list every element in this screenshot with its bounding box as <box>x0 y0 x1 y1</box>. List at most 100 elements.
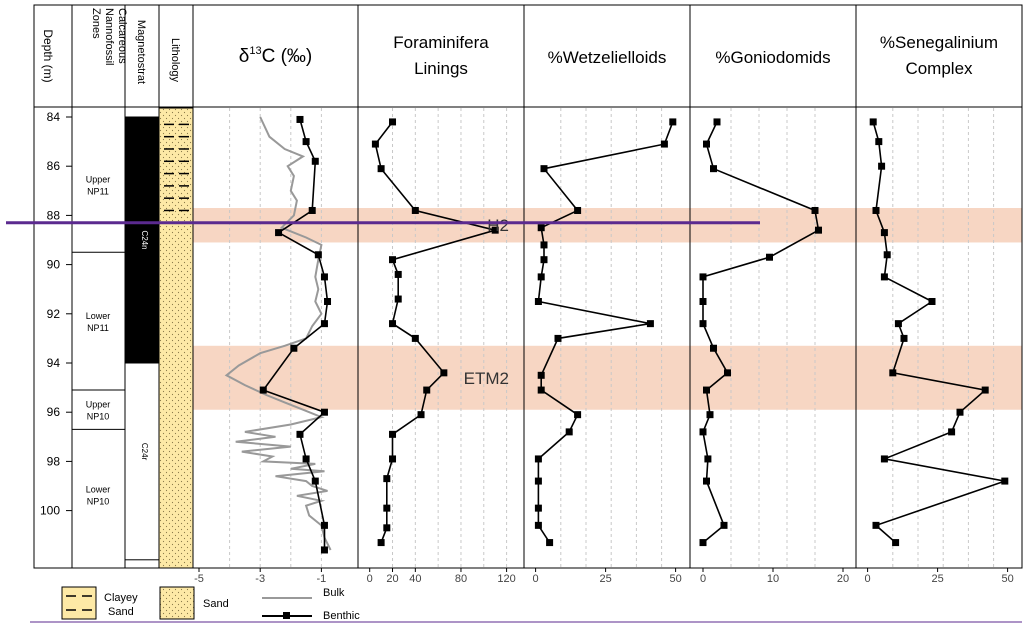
legend: Clayey Sand Sand Bulk Benthic <box>30 586 1022 623</box>
x-tick-label: 40 <box>409 573 421 585</box>
legend-clayey-sand-swatch <box>61 586 97 620</box>
data-point <box>540 165 548 173</box>
data-point <box>956 408 964 416</box>
data-point <box>537 371 545 379</box>
data-point <box>389 256 397 264</box>
panel-title-line: Foraminifera <box>393 33 489 52</box>
data-point <box>371 140 379 148</box>
depth-axis: 84 86 88 90 92 94 96 98 100 <box>40 110 72 518</box>
x-tick-label: 10 <box>767 573 779 585</box>
lithology-sand <box>158 107 194 569</box>
data-point <box>565 428 573 436</box>
x-tick-label: 50 <box>669 573 681 585</box>
series-benthic-line <box>262 119 329 550</box>
data-point <box>296 115 304 123</box>
data-point <box>699 298 707 305</box>
x-tick-label: 0 <box>865 573 871 585</box>
data-point <box>302 455 310 463</box>
zone-label-line1: Upper <box>86 400 111 410</box>
event-bands <box>193 208 1022 410</box>
depth-tick-label: 94 <box>47 356 61 370</box>
depth-tick-label: 88 <box>47 208 61 222</box>
magnetochron-label: C24n <box>140 230 149 249</box>
event-label-h2: H2 <box>487 216 509 235</box>
x-tick-label: 0 <box>533 573 539 585</box>
panel-title: δ13C (‰) <box>239 45 312 67</box>
magnetostrat-column: C24n C24r <box>124 116 160 561</box>
data-point <box>411 206 419 214</box>
data-point <box>699 428 707 436</box>
data-point <box>389 118 397 126</box>
data-point <box>554 334 562 342</box>
data-point <box>314 251 322 259</box>
data-point <box>880 229 888 237</box>
data-point <box>710 344 717 352</box>
panel-title-delta: δ <box>239 46 250 67</box>
data-point <box>869 118 877 126</box>
data-point <box>546 539 554 547</box>
data-point <box>889 369 897 377</box>
panel-title-line: Linings <box>414 59 468 78</box>
zone-label-line2: NP11 <box>87 323 109 333</box>
data-point <box>704 455 712 463</box>
series-benthic-line <box>702 121 820 544</box>
series-benthic-line <box>872 121 1008 544</box>
data-point <box>296 430 304 438</box>
series-bulk-line <box>224 116 332 551</box>
outer-frame <box>33 4 1023 569</box>
data-point <box>302 138 310 146</box>
x-tick-label: 120 <box>497 573 515 585</box>
legend-sand-swatch <box>159 586 195 620</box>
zone-label-line2: NP10 <box>87 412 110 422</box>
data-point <box>377 165 385 173</box>
panel-0: δ13C (‰) -5 -3 -1 <box>194 45 332 585</box>
zone-label-line2: NP10 <box>87 497 110 507</box>
legend-bulk-label: Bulk <box>323 587 345 599</box>
data-point <box>646 320 654 328</box>
zones-column-header-line3: Zones <box>90 8 102 39</box>
data-point <box>720 521 728 529</box>
data-point <box>878 162 886 170</box>
data-point <box>320 546 328 554</box>
zones-column-header-line2: Nannofossil <box>103 8 115 65</box>
depth-column-header: Depth (m) <box>41 29 55 82</box>
data-point <box>815 226 822 234</box>
x-tick-label: -5 <box>194 573 204 585</box>
event-label-etm2: ETM2 <box>464 369 509 388</box>
panel-title-line: Complex <box>905 59 973 78</box>
data-point <box>811 206 819 214</box>
x-tick-label: -3 <box>255 573 265 585</box>
data-point <box>574 411 582 419</box>
data-point <box>948 428 956 436</box>
panel-4: %Senegalinium Complex 0 25 50 <box>865 33 1014 585</box>
magnetochron-c24r <box>124 362 160 561</box>
x-tick-label: -1 <box>317 573 327 585</box>
lithology-column <box>158 107 194 569</box>
data-point <box>703 477 710 485</box>
data-point <box>880 455 888 463</box>
data-point <box>894 320 902 328</box>
zone-label-line1: Lower <box>86 311 111 321</box>
data-point <box>389 455 397 463</box>
depth-tick-label: 86 <box>47 159 61 173</box>
data-point <box>710 165 717 173</box>
data-point <box>324 298 332 305</box>
data-point <box>880 273 888 281</box>
data-point <box>389 430 397 438</box>
data-point <box>537 273 545 281</box>
legend-benthic-marker <box>283 612 290 619</box>
data-point <box>724 369 731 377</box>
legend-clayey-sand-label-2: Sand <box>108 606 134 618</box>
data-point <box>699 539 707 547</box>
zone-label-line1: Upper <box>86 175 111 185</box>
data-point <box>669 118 677 126</box>
x-tick-label: 0 <box>367 573 373 585</box>
series-benthic-line <box>374 121 499 543</box>
depth-tick-label: 84 <box>47 110 61 124</box>
magnetostrat-column-header: Magnetostrat <box>135 20 147 84</box>
data-point <box>699 273 707 281</box>
data-panels: δ13C (‰) -5 -3 -1 Foraminifera Linings 0 20 40 80… <box>194 33 1014 585</box>
data-point <box>534 477 542 485</box>
data-point <box>275 229 283 237</box>
data-point <box>534 521 542 529</box>
